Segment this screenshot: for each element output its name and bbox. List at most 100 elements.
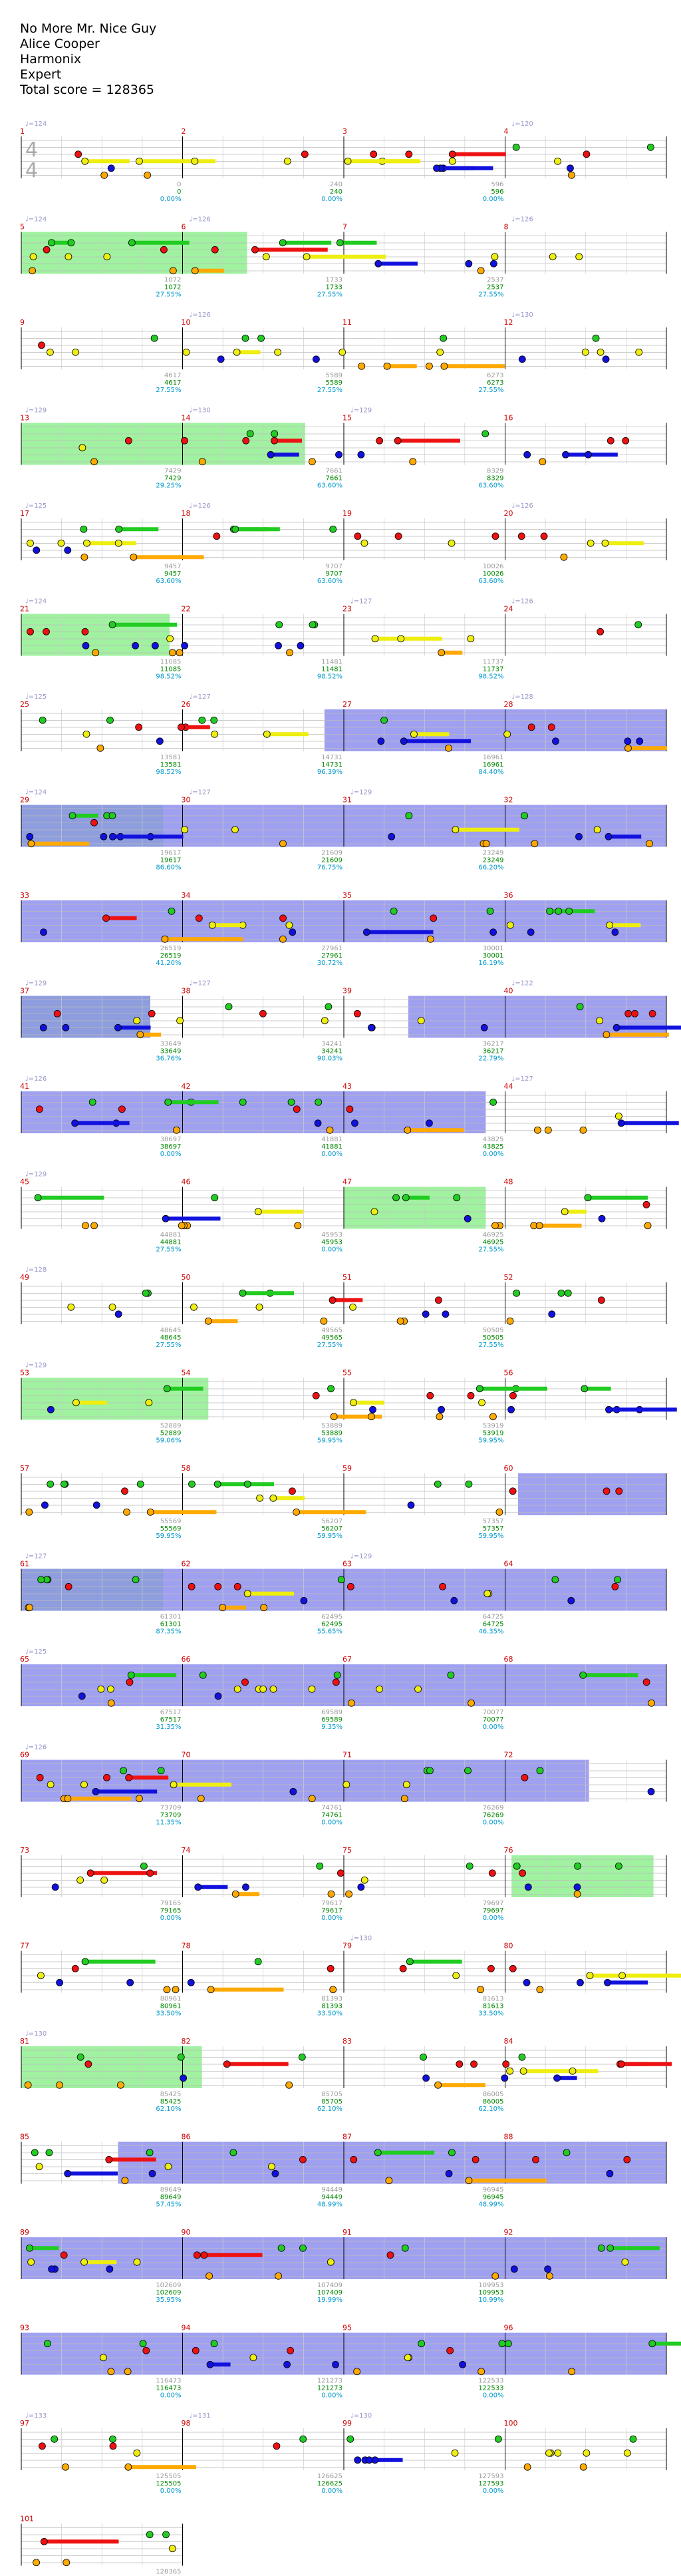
tick-label: 49565 (321, 1327, 342, 1334)
sustain-bar (242, 1291, 295, 1296)
note-gem (193, 2251, 201, 2259)
score-label: 61301 (160, 1621, 182, 1628)
sustain-bar (86, 541, 136, 546)
note-gem (634, 621, 642, 629)
measure-number: 22 (182, 605, 191, 614)
note-gem (597, 628, 605, 636)
note-gem (420, 2053, 427, 2061)
percent-label: 59.95% (478, 1437, 503, 1445)
bpm-marker: ♩=124 (25, 598, 47, 606)
sustain-bar (108, 2157, 156, 2162)
note-gem (160, 246, 168, 254)
note-gem (128, 239, 136, 247)
percent-label: 0.00% (483, 1819, 504, 1827)
note-gem (301, 150, 309, 158)
note-gem (551, 1576, 559, 1584)
note-gem (597, 348, 605, 356)
note-gem (350, 1399, 357, 1407)
note-gem (126, 1978, 134, 1986)
note-gem (467, 1391, 475, 1399)
score-label: 55569 (160, 1525, 182, 1533)
note-gem (405, 150, 413, 158)
sustain-bar (271, 453, 299, 457)
note-gem (445, 2169, 453, 2177)
measure-number: 78 (182, 1942, 191, 1950)
tick-label: 7429 (164, 468, 181, 475)
note-gem (109, 2435, 116, 2443)
note-gem (84, 2060, 92, 2068)
note-gem (491, 2272, 499, 2280)
score-label: 33649 (160, 1048, 182, 1055)
note-gem (80, 1781, 88, 1789)
percent-label: 0.00% (483, 2487, 504, 2495)
sustain-bar (167, 1386, 204, 1391)
note-gem (39, 1023, 47, 1031)
percent-label: 63.60% (156, 578, 181, 585)
note-gem (53, 1010, 61, 1017)
note-gem (293, 1105, 301, 1113)
percent-label: 0.00% (321, 1151, 342, 1158)
sustain-bar (398, 439, 460, 443)
note-gem (573, 1883, 581, 1891)
measure-number: 67 (342, 1655, 352, 1664)
note-gem (40, 928, 47, 936)
note-gem (34, 1194, 42, 1202)
measure-number: 17 (20, 509, 29, 518)
note-gem (108, 812, 116, 820)
note-gem (470, 2060, 477, 2068)
note-gem (308, 1795, 316, 1803)
note-gem (406, 1958, 414, 1966)
note-gem (43, 246, 51, 254)
note-gem (161, 935, 169, 943)
note-gem (274, 348, 282, 356)
sustain-bar (227, 2062, 289, 2066)
score-label: 45953 (321, 1239, 342, 1246)
note-gem (506, 1317, 514, 1325)
note-gem (271, 430, 279, 438)
note-gem (35, 1105, 43, 1113)
note-gem (448, 157, 456, 165)
note-gem (269, 1494, 277, 1502)
tick-label: 8329 (487, 468, 503, 475)
note-gem (579, 2463, 587, 2471)
note-gem (349, 1303, 356, 1311)
note-gem (151, 642, 159, 649)
percent-label: 0.00% (160, 2487, 182, 2495)
note-gem (446, 2346, 454, 2354)
score-label: 14731 (321, 761, 342, 769)
note-gem (642, 1678, 650, 1686)
note-gem (465, 260, 473, 268)
note-gem (410, 730, 418, 738)
measure-number: 29 (20, 796, 29, 805)
overdrive-region (21, 1759, 589, 1802)
percent-label: 96.39% (317, 769, 342, 776)
measure-number: 68 (504, 1655, 513, 1664)
note-gem (178, 723, 185, 731)
note-gem (123, 1508, 130, 1516)
note-gem (260, 1604, 268, 1612)
measure-number: 96 (504, 2324, 513, 2332)
note-gem (210, 2340, 218, 2348)
measure-number: 53 (20, 1369, 29, 1378)
measure-number: 15 (342, 414, 352, 423)
note-gem (433, 164, 440, 172)
measure-number: 99 (342, 2419, 352, 2428)
sustain-bar (84, 2260, 117, 2265)
percent-label: 27.55% (156, 387, 181, 394)
bpm-marker: ♩=126 (512, 502, 533, 510)
sustain-bar (605, 541, 644, 546)
note-gem (48, 2265, 55, 2273)
note-gem (76, 2053, 84, 2061)
measure-number: 76 (504, 1846, 513, 1855)
note-gem (353, 1010, 361, 1017)
note-gem (603, 1031, 611, 1039)
percent-label: 76.75% (317, 864, 342, 872)
note-gem (142, 1289, 150, 1297)
overdrive-region (324, 709, 666, 751)
measure-number: 45 (20, 1178, 29, 1187)
percent-label: 27.55% (478, 291, 503, 299)
note-gem (114, 1310, 122, 1318)
percent-label: 59.06% (156, 1437, 181, 1445)
bpm-marker: ♩=131 (190, 2412, 211, 2420)
